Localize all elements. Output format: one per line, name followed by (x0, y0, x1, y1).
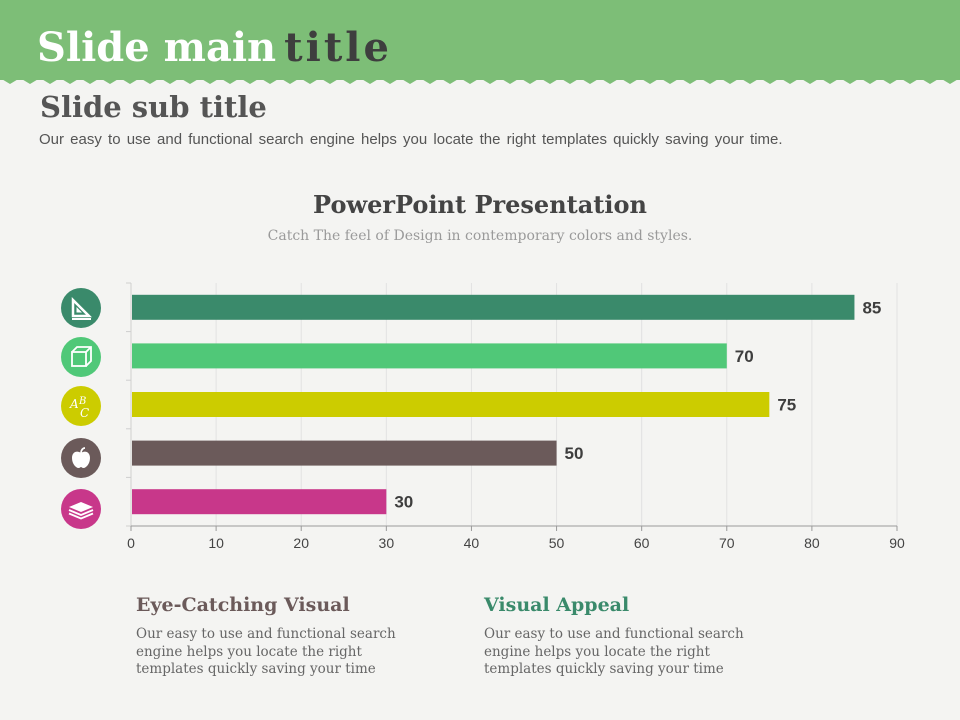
main-title-accent: title (284, 24, 392, 71)
chart-title: PowerPoint Presentation (313, 190, 647, 219)
x-tick-label: 0 (127, 535, 135, 551)
x-tick-label: 30 (379, 535, 395, 551)
slide-subtitle: Slide sub title (40, 90, 267, 124)
data-label: 70 (735, 347, 754, 366)
bar (132, 343, 727, 369)
bottom-heading-2: Visual Appeal (484, 594, 630, 616)
bottom-heading-1: Eye-Catching Visual (136, 594, 350, 616)
bar (132, 294, 855, 320)
bar (132, 440, 557, 466)
ruler-triangle-icon (61, 288, 101, 328)
data-label: 85 (862, 298, 881, 317)
x-tick-label: 10 (208, 535, 224, 551)
x-tick-label: 80 (804, 535, 820, 551)
abc-letters-icon: A B C (61, 386, 101, 426)
data-label: 50 (565, 444, 584, 463)
bar (132, 489, 387, 515)
x-tick-label: 40 (464, 535, 480, 551)
data-label: 30 (394, 493, 413, 512)
chart-subtitle: Catch The feel of Design in contemporary… (267, 228, 693, 244)
x-tick-label: 50 (549, 535, 565, 551)
slide-description: Our easy to use and functional search en… (39, 131, 783, 148)
x-tick-label: 20 (293, 535, 309, 551)
bar-chart: 0 10 20 30 40 50 60 70 80 90 85 70 75 50 30 (126, 282, 905, 551)
title-banner (0, 0, 960, 80)
cube-icon (61, 337, 101, 377)
data-label: 75 (777, 396, 796, 415)
book-stack-icon (61, 489, 101, 529)
slide-main-title: Slide main title (37, 22, 392, 74)
x-tick-label: 60 (634, 535, 650, 551)
banner-zigzag-edge (0, 78, 960, 84)
apple-icon (61, 438, 101, 478)
x-tick-label: 70 (719, 535, 735, 551)
svg-text:C: C (80, 406, 89, 420)
main-title-text: Slide main (37, 24, 277, 71)
bottom-text-1: Our easy to use and functional search en… (136, 626, 396, 677)
x-tick-label: 90 (889, 535, 905, 551)
svg-text:B: B (78, 396, 86, 407)
svg-text:A: A (69, 397, 79, 411)
bottom-text-2: Our easy to use and functional search en… (484, 626, 744, 677)
bar (132, 392, 770, 417)
